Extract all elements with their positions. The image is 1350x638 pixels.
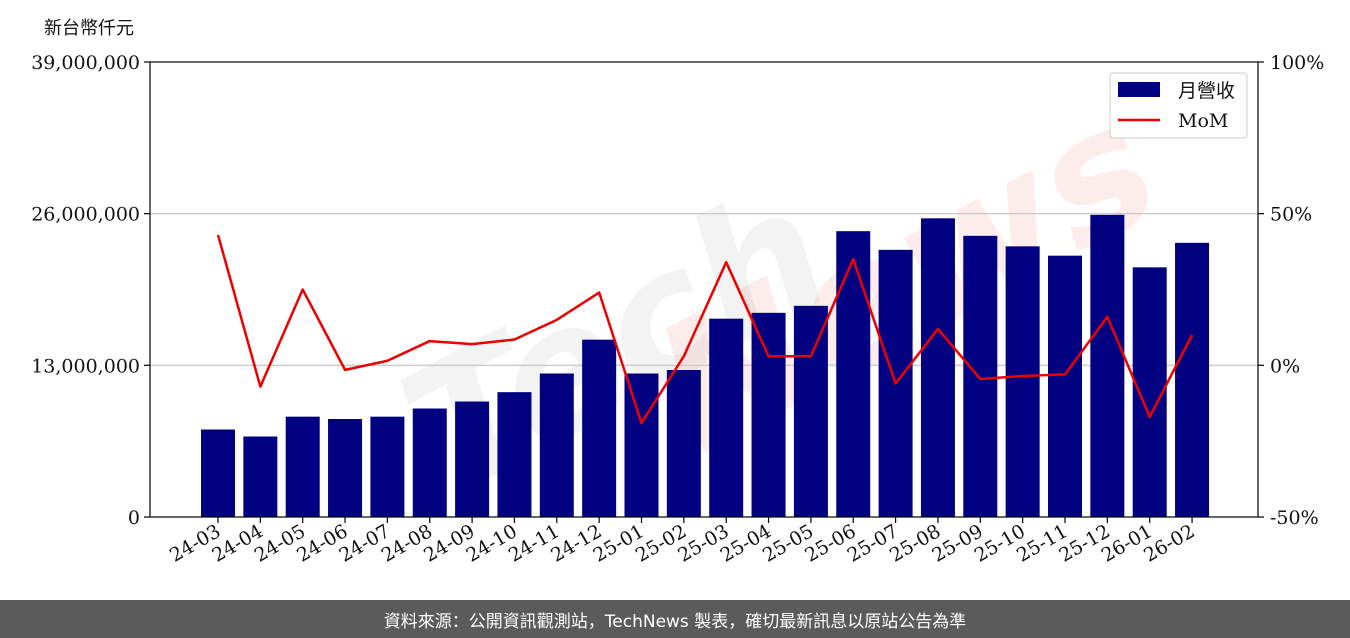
revenue-bar [624, 373, 659, 517]
revenue-bar [836, 231, 871, 517]
revenue-bar [920, 218, 955, 518]
revenue-bar [201, 429, 235, 517]
right-tick-label: 0% [1270, 355, 1300, 377]
revenue-bar [1005, 246, 1040, 518]
revenue-bar [285, 416, 320, 517]
revenue-bar [582, 339, 617, 517]
revenue-bar [1175, 242, 1210, 518]
revenue-bar [751, 312, 786, 517]
revenue-bar [539, 373, 574, 517]
right-tick-label: 50% [1270, 204, 1312, 226]
revenue-bar [666, 370, 701, 517]
legend-bar-label: 月營收 [1178, 80, 1235, 102]
right-tick-label: 100% [1270, 52, 1324, 74]
legend-bar-swatch [1118, 82, 1160, 97]
revenue-bar [412, 408, 447, 517]
revenue-bar [793, 305, 828, 517]
legend-line-label: MoM [1178, 110, 1228, 132]
source-footer: 資料來源：公開資訊觀測站，TechNews 製表，確切最新訊息以原站公告為準 [0, 600, 1350, 638]
y-axis-unit-label: 新台幣仟元 [44, 18, 134, 39]
left-tick-label: 39,000,000 [31, 52, 140, 74]
revenue-chart: TechNews013,000,00026,000,00039,000,000-… [31, 52, 1324, 567]
right-tick-label: -50% [1270, 507, 1319, 529]
revenue-bar [243, 436, 278, 517]
left-tick-label: 13,000,000 [31, 355, 140, 377]
revenue-bar [497, 392, 532, 517]
plot-frame [149, 61, 1259, 518]
left-tick-label: 26,000,000 [31, 204, 140, 226]
revenue-bar [963, 235, 998, 518]
left-tick-label: 0 [128, 507, 140, 529]
revenue-bar [1048, 255, 1082, 517]
revenue-bar [328, 419, 363, 517]
revenue-bar [1090, 214, 1125, 518]
revenue-bar [709, 318, 744, 517]
revenue-bar [455, 401, 490, 517]
mom-line [216, 234, 1194, 425]
revenue-bar [370, 416, 405, 517]
